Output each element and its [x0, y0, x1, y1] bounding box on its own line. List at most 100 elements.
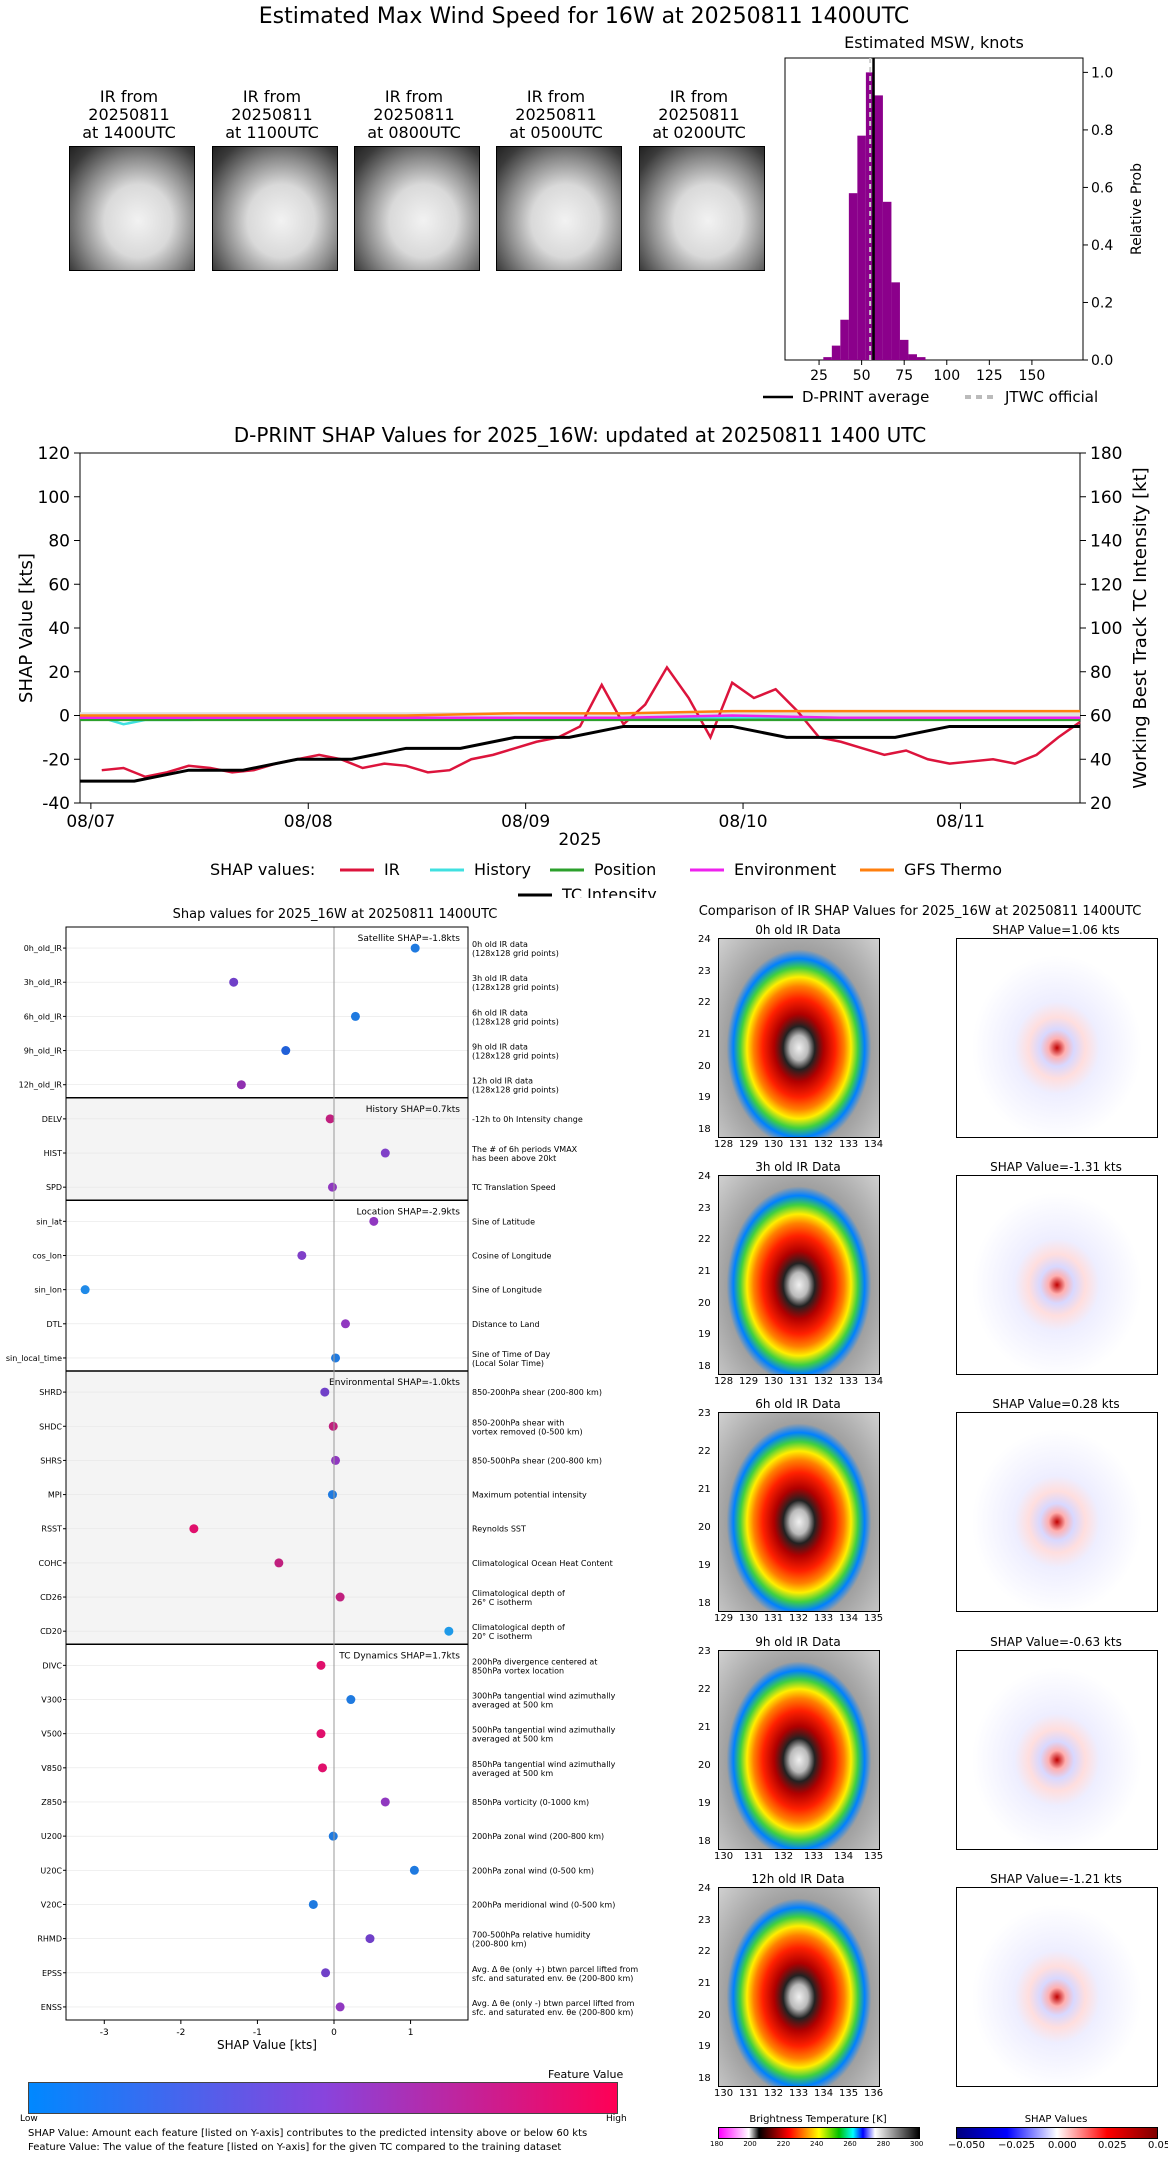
ir-ytick-label: 19 [698, 1092, 711, 1104]
ts-ytick-right-label: 80 [1090, 663, 1112, 683]
feature-point [365, 1934, 375, 1944]
ir-xtick-label: 131 [739, 2088, 759, 2099]
ir-ytick-label: 18 [698, 1598, 711, 1609]
feature-desc: 200hPa meridional wind (0-500 km) [472, 1900, 615, 1909]
ir-ytick-label: 22 [698, 1234, 711, 1246]
legend-label: History [474, 860, 531, 879]
hist-ytick-label: 0.2 [1091, 295, 1113, 311]
ts-ytick-right-label: 40 [1090, 750, 1112, 770]
hist-bar [857, 135, 866, 360]
ts-ytick-right-label: 20 [1090, 794, 1112, 814]
colorbar-tick-label: 280 [876, 2140, 891, 2148]
ir-xtick-label: 131 [764, 1613, 784, 1624]
feature-desc: Cosine of Longitude [472, 1251, 552, 1260]
scatter-xtick-label: 0 [331, 2028, 337, 2038]
feature-desc: Maximum potential intensity [472, 1491, 587, 1500]
ir-xtick-label: 130 [714, 1851, 734, 1862]
ir-xtick-label: 128 [714, 1376, 734, 1387]
feature-desc: -12h to 0h Intensity change [472, 1115, 583, 1124]
shap-panel-title: SHAP Value=1.06 kts [992, 923, 1120, 937]
thumb-label-0: IR from 20250811 at 1400UTC [82, 87, 176, 142]
colorbar-tick-label: 180 [710, 2140, 724, 2148]
ir-xtick-label: 134 [839, 1613, 859, 1624]
ir-xtick-label: 133 [814, 1613, 834, 1624]
feature-desc: 850-500hPa shear (200-800 km) [472, 1456, 602, 1465]
ir-panel-title: 6h old IR Data [755, 1397, 841, 1411]
colorbar-tick-label: 240 [810, 2140, 824, 2148]
feature-point [320, 1387, 330, 1397]
page-title: Estimated Max Wind Speed for 16W at 2025… [258, 4, 910, 29]
feature-name: ENSS [41, 2003, 62, 2012]
footnote-feature: Feature Value: The value of the feature … [28, 2142, 562, 2153]
ir-ytick-label: 21 [698, 1978, 711, 1989]
feature-name: DELV [42, 1115, 63, 1124]
shap-panel [956, 1650, 1158, 1850]
feature-point [350, 1011, 360, 1021]
feature-desc: 20° C isotherm [472, 1632, 532, 1641]
ir-ytick-label: 20 [698, 1522, 711, 1533]
ir-xtick-label: 133 [839, 1376, 859, 1387]
feature-point [308, 1899, 318, 1909]
feature-name: SHDC [39, 1422, 62, 1431]
ts-xlabel: 2025 [558, 830, 601, 850]
shap-colorbar [956, 2127, 1158, 2139]
ir-ytick-label: 19 [698, 1798, 711, 1809]
group-label: Location SHAP=-2.9kts [356, 1207, 460, 1217]
feature-point [409, 1865, 419, 1875]
feature-desc: 12h old IR data [472, 1077, 533, 1086]
thumb-label-2: IR from 20250811 at 0800UTC [367, 87, 461, 142]
ir-ytick-label: 23 [698, 1914, 711, 1926]
ir-panel-title: 9h old IR Data [755, 1635, 841, 1649]
feature-point [369, 1216, 379, 1226]
ir-ytick-label: 22 [698, 1684, 711, 1695]
series-ir [101, 665, 1081, 779]
ts-ytick-label: 60 [48, 575, 70, 595]
feature-desc: 850-200hPa shear with [472, 1418, 564, 1427]
scatter-xlabel: SHAP Value [kts] [217, 2038, 317, 2052]
legend-label: Position [594, 860, 656, 879]
feature-desc: 300hPa tangential wind azimuthally [472, 1692, 616, 1701]
comparison-title: Comparison of IR SHAP Values for 2025_16… [698, 904, 1142, 919]
footnote-shap: SHAP Value: Amount each feature [listed … [28, 2128, 588, 2139]
feature-desc: (128x128 grid points) [472, 1017, 559, 1026]
hist-bar [831, 345, 841, 360]
ts-ytick-label: 120 [38, 444, 70, 464]
shap-panel [956, 938, 1158, 1138]
feature-point [444, 1626, 454, 1636]
ir-xtick-label: 130 [739, 1613, 759, 1624]
hist-bar [899, 339, 909, 360]
ir-ytick-label: 24 [698, 934, 711, 945]
ir-xtick-label: 132 [764, 2088, 784, 2099]
feature-point [380, 1148, 390, 1158]
ir-xtick-label: 132 [774, 1851, 794, 1862]
legend-label: GFS Thermo [904, 860, 1002, 879]
ir-ytick-label: 22 [698, 997, 711, 1009]
feature-point [236, 1080, 246, 1090]
ir-ytick-label: 20 [698, 1297, 711, 1309]
feature-point [321, 1968, 331, 1978]
ir-xtick-label: 133 [789, 2088, 809, 2099]
feature-desc: sfc. and saturated env. θe (200-800 km) [472, 2008, 633, 2017]
ir-xtick-label: 130 [714, 2088, 734, 2099]
ts-title: D-PRINT SHAP Values for 2025_16W: update… [234, 423, 926, 447]
ir-ytick-label: 18 [698, 1361, 711, 1372]
feature-desc: Climatological Ocean Heat Content [472, 1559, 613, 1568]
ir-thumbnail-0800 [354, 146, 480, 271]
ir-ytick-label: 19 [698, 2041, 711, 2053]
feature-name: sin_lat [36, 1217, 62, 1226]
legend-dprint-label: D-PRINT average [802, 388, 929, 406]
ir-panel [718, 1412, 880, 1612]
ts-ytick-label: -40 [42, 794, 70, 814]
feature-point [316, 1729, 326, 1739]
feature-desc: Avg. Δ θe (only -) btwn parcel lifted fr… [472, 1999, 635, 2008]
scatter-xtick-label: -1 [253, 2028, 262, 2038]
feature-desc: 6h old IR data [472, 1008, 528, 1017]
shap-panel [956, 1887, 1158, 2087]
ir-xtick-label: 135 [839, 2088, 859, 2099]
shap-panel-title: SHAP Value=-1.31 kts [990, 1160, 1122, 1174]
ts-xtick-label: 08/10 [719, 812, 768, 832]
ir-xtick-label: 134 [864, 1376, 884, 1387]
hist-title: Estimated MSW, knots [844, 33, 1024, 52]
ir-xtick-label: 134 [814, 2088, 834, 2099]
feature-name: 0h_old_IR [24, 944, 63, 953]
